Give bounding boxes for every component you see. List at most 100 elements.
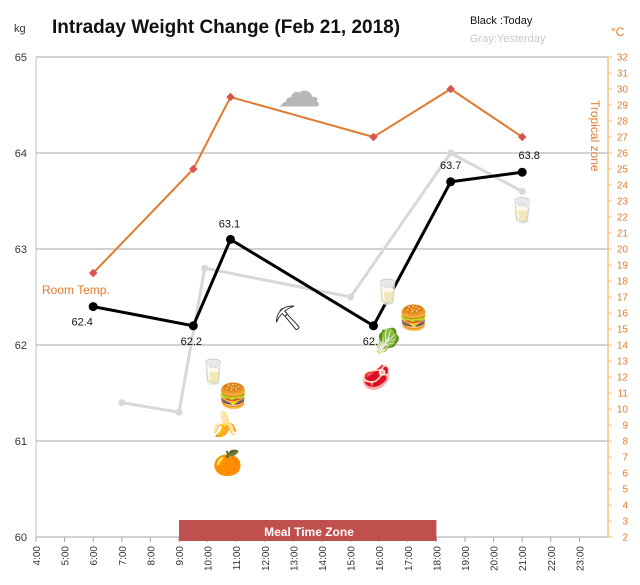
- yesterday-point: [201, 264, 209, 272]
- yesterday-point: [118, 399, 126, 407]
- left-axis-unit: kg: [14, 23, 26, 35]
- hamburger-icon: 🍔: [399, 304, 429, 332]
- food-activity-icons: ☁🥛🥛🍔🥬🥩⛏🥛🍔🍌🍊: [198, 67, 537, 477]
- banana-icon: 🍌: [210, 411, 240, 439]
- right-tick-label: 12: [617, 373, 629, 384]
- right-tick-label: 6: [622, 469, 628, 480]
- room-temp-label: Room Temp.: [42, 283, 110, 297]
- x-tick-label: 15:00: [347, 546, 358, 571]
- right-tick-label: 16: [617, 309, 629, 320]
- x-tick-label: 5:00: [61, 546, 72, 566]
- right-tick-label: 32: [617, 53, 629, 64]
- x-tick-label: 4:00: [32, 546, 43, 566]
- temperature-line: [92, 87, 523, 274]
- lettuce-icon: 🥬: [373, 327, 403, 355]
- right-axis-unit: °C: [611, 25, 625, 39]
- right-tick-label: 30: [617, 85, 629, 96]
- x-tick-label: 22:00: [547, 546, 558, 571]
- right-tick-label: 21: [617, 229, 629, 240]
- series-yesterday: [118, 149, 526, 416]
- data-label: 62.4: [71, 317, 92, 329]
- chart-text: Intraday Weight Change (Feb 21, 2018) kg…: [14, 15, 625, 539]
- right-tick-label: 19: [617, 261, 629, 272]
- orange-icon: 🍊: [213, 449, 244, 477]
- left-tick-label: 64: [15, 148, 27, 160]
- grid-lines: [36, 56, 608, 442]
- x-tick-label: 18:00: [432, 546, 443, 571]
- right-tick-label: 8: [622, 437, 628, 448]
- right-tick-label: 22: [617, 213, 629, 224]
- right-tick-label: 18: [617, 277, 629, 288]
- right-tick-label: 26: [617, 149, 629, 160]
- gardening-person-icon: ⛏: [272, 305, 302, 332]
- yesterday-point: [447, 149, 455, 157]
- steak-icon: 🥩: [361, 364, 391, 392]
- temperature-point: [226, 92, 235, 102]
- right-axis-title: Tropical zone: [588, 100, 602, 172]
- x-tick-label: 20:00: [490, 546, 501, 571]
- temperature-point: [446, 84, 455, 94]
- hamburger-icon: 🍔: [218, 382, 248, 410]
- left-tick-label: 63: [15, 244, 27, 256]
- x-tick-label: 8:00: [146, 546, 157, 566]
- data-label: 63.7: [440, 160, 461, 172]
- series-today: 62.4 62.2 63.1 62.2 63.7 63.8: [71, 150, 539, 348]
- temperature-point: [88, 268, 98, 278]
- right-tick-label: 7: [622, 453, 628, 464]
- temperature-point: [189, 164, 198, 174]
- x-tick-label: 11:00: [232, 546, 243, 571]
- yesterday-line: [121, 151, 523, 414]
- right-tick-label: 28: [617, 117, 629, 128]
- left-tick-label: 61: [15, 436, 27, 448]
- cloud-icon: ☁: [277, 67, 321, 116]
- today-line: [92, 170, 523, 328]
- right-tick-label: 11: [618, 389, 629, 400]
- right-tick-label: 5: [622, 485, 628, 496]
- right-tick-label: 20: [617, 245, 629, 256]
- meal-zone-label: Meal Time Zone: [264, 525, 354, 539]
- meal-zone-band: [179, 520, 437, 541]
- right-tick-label: 10: [617, 405, 629, 416]
- x-tick-label: 12:00: [261, 546, 272, 571]
- meal-time-zone: [179, 520, 437, 541]
- left-tick-label: 65: [15, 52, 27, 64]
- right-tick-label: 24: [617, 181, 629, 192]
- x-tick-label: 13:00: [289, 546, 300, 571]
- today-point: [88, 302, 98, 312]
- yesterday-point: [518, 187, 526, 195]
- water-glass-icon: 🥛: [198, 358, 228, 386]
- today-point: [225, 234, 235, 244]
- today-point: [188, 321, 198, 331]
- data-label: 63.1: [219, 218, 240, 230]
- data-label: 63.8: [518, 150, 539, 162]
- x-tick-label: 21:00: [518, 546, 529, 571]
- water-glass-icon: 🥛: [507, 197, 537, 225]
- today-point: [446, 177, 456, 187]
- x-tick-label: 23:00: [575, 546, 586, 571]
- right-tick-label: 14: [617, 341, 629, 352]
- right-tick-label: 31: [617, 69, 629, 80]
- right-tick-label: 4: [622, 501, 628, 512]
- right-tick-label: 13: [617, 357, 629, 368]
- data-label: 62.2: [363, 336, 384, 348]
- x-tick-label: 16:00: [375, 546, 386, 571]
- today-point: [368, 321, 378, 331]
- right-tick-label: 25: [617, 165, 629, 176]
- x-tick-label: 9:00: [175, 546, 186, 566]
- legend-today: Black :Today: [470, 15, 533, 27]
- x-tick-label: 6:00: [89, 546, 100, 566]
- x-tick-label: 7:00: [118, 546, 129, 566]
- right-tick-label: 27: [617, 133, 629, 144]
- left-tick-label: 62: [15, 340, 27, 352]
- right-tick-label: 17: [617, 293, 629, 304]
- chart-title: Intraday Weight Change (Feb 21, 2018): [52, 17, 400, 38]
- yesterday-point: [175, 408, 183, 416]
- right-tick-label: 15: [617, 325, 629, 336]
- temperature-point: [369, 132, 378, 142]
- legend-yesterday: Gray:Yesterday: [470, 33, 546, 45]
- today-point: [517, 167, 527, 177]
- left-tick-label: 60: [15, 532, 27, 544]
- right-tick-label: 29: [617, 101, 629, 112]
